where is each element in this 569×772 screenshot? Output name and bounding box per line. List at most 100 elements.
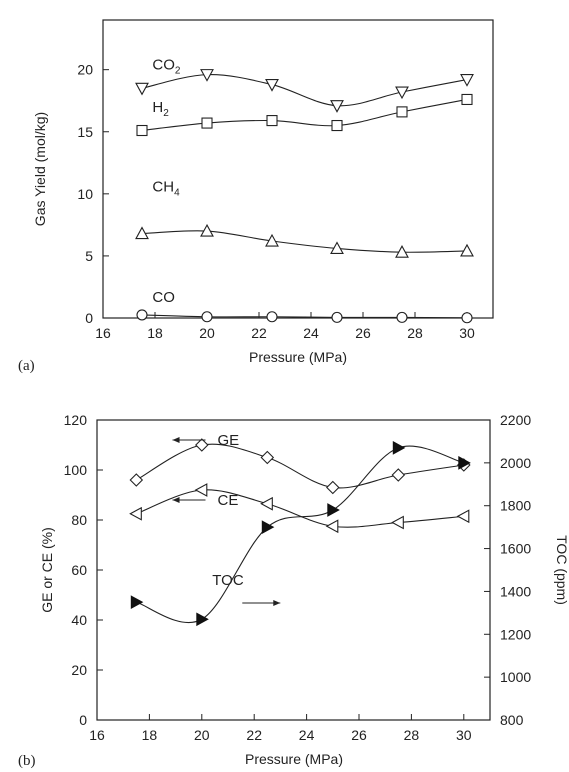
panel-b-y2-tick-label: 1400 (500, 583, 531, 599)
panel-a-series-h2-label: H2 (152, 99, 169, 119)
panel-b-x-tick-label: 24 (299, 727, 315, 743)
panel-a-series-co-label: CO (152, 289, 175, 306)
panel-a-series-co-point (331, 311, 343, 323)
panel-a-series-ch4-point (135, 226, 149, 240)
panel-b-series-toc-point (327, 503, 340, 517)
panel-b-y-axis-label: GE or CE (%) (39, 527, 55, 613)
panel-b-x-tick-label: 28 (404, 727, 420, 743)
panel-b-x-tick-label: 20 (194, 727, 210, 743)
panel-a-series-ch4-point (330, 241, 344, 255)
panel-b-series-ce-point (129, 506, 142, 521)
panel-a-series-h2-point (331, 119, 343, 132)
panel-b-series-ce-point (391, 515, 404, 530)
panel-b-series-toc-label: TOC (212, 572, 244, 589)
panel-b-series-toc-point (392, 441, 406, 455)
panel-b-x-axis-label: Pressure (MPa) (245, 751, 343, 767)
panel-a-series-ch4-point (200, 223, 214, 237)
panel-a-y-tick-label: 10 (77, 186, 93, 202)
panel-b: 16 18 20 22 24 26 28 30 0 20 40 60 80 100 120 800 1000 12… (18, 412, 569, 769)
panel-a-x-tick-label: 18 (147, 325, 163, 341)
panel-b-y-tick-label: 80 (71, 512, 87, 528)
panel-b-series-toc-point (130, 595, 144, 609)
panel-a-x-tick-label: 30 (459, 325, 475, 341)
panel-a-series-h2-line (141, 98, 468, 132)
panel-a-x-tick-label: 28 (407, 325, 423, 341)
panel-b-x-tick-label: 26 (351, 727, 367, 743)
panel-b-series-ce-axis-arrow (172, 497, 206, 503)
panel-a-series-co2-point (395, 86, 409, 100)
panel-b-x-tick-label: 16 (89, 727, 105, 743)
panel-a-x-tick-label: 26 (355, 325, 371, 341)
panel-a-series-co2-point (460, 74, 474, 87)
panel-b-series-ge-line (136, 443, 464, 489)
panel-b-y-tick-label: 120 (64, 412, 88, 428)
panel-b-series-ge-point (195, 438, 209, 452)
panel-b-series-ge-point (326, 480, 340, 495)
panel-a-series-co2-point (265, 79, 279, 92)
panel-b-series-toc-point (261, 520, 275, 534)
panel-b-y2-tick-label: 1200 (500, 626, 531, 642)
panel-a-series-ch4-point (265, 233, 279, 247)
panel-a-series-co2-label-subscript: 2 (175, 66, 181, 77)
panel-b-y2-tick-label: 2000 (500, 455, 531, 471)
panel-b-series-ce-label: CE (218, 492, 239, 509)
panel-a-series-co-point (396, 311, 408, 323)
panel-b-series-ge-point (129, 473, 144, 487)
panel-b-series-ce-point (260, 496, 273, 511)
panel-a-series-co2-label: CO2 (152, 57, 181, 77)
panel-b-series-ge-label: GE (218, 432, 240, 449)
panel-b-series-ge-axis-arrow (172, 437, 206, 443)
panel-a-label: (a) (18, 358, 35, 374)
panel-a-series-h2-point (396, 106, 408, 118)
panel-a-series-h2-point (136, 124, 148, 137)
panel-b-y2-tick-label: 2200 (500, 412, 531, 428)
panel-a-y-axis-label: Gas Yield (mol/kg) (32, 112, 48, 226)
panel-a-series-h2-point (201, 117, 213, 129)
panel-a-series-co-point (461, 312, 473, 324)
panel-b-series-ce-point (194, 483, 208, 497)
panel-a-y-tick-label: 20 (77, 62, 93, 78)
panel-b-series-ce-point (325, 519, 339, 534)
panel-a-y-tick-label: 5 (85, 248, 93, 264)
panel-a-series-co-point (201, 311, 213, 323)
panel-a-x-tick-label: 16 (95, 325, 111, 341)
panel-a-series-ch4-label: CH4 (152, 178, 180, 198)
panel-b-y-tick-label: 0 (79, 712, 87, 728)
panel-b-plot-frame (96, 419, 491, 721)
panel-a-series-ch4-label-subscript: 4 (174, 187, 180, 198)
panel-b-y2-tick-label: 800 (500, 712, 524, 728)
panel-a-series-co-line (141, 314, 468, 319)
panel-a-y-tick-label: 15 (77, 124, 93, 140)
panel-b-x-tick-label: 22 (246, 727, 262, 743)
panel-a-y-tick-label: 0 (85, 310, 93, 326)
panel-a-x-tick-label: 20 (199, 325, 215, 341)
panel-a-series-co2-point (330, 100, 344, 113)
panel-a-series-co2-point (200, 69, 214, 82)
panel-a-series-co-point (266, 311, 278, 323)
panel-a-series-h2-point (461, 93, 473, 106)
panel-a-series-h2-point (266, 115, 278, 127)
panel-b-x-tick-label: 18 (142, 727, 158, 743)
panel-b-y-tick-label: 100 (64, 462, 88, 478)
panel-a-series-co2-line (141, 74, 468, 107)
panel-b-y2-axis-label: TOC (ppm) (554, 535, 569, 605)
panel-b-y-tick-label: 40 (71, 612, 87, 628)
panel-b-series-ge-point (391, 468, 406, 482)
panel-a-x-tick-label: 24 (303, 325, 319, 341)
panel-b-y2-tick-label: 1800 (500, 498, 531, 514)
panel-b-label: (b) (18, 753, 36, 769)
panel-a-x-axis-label: Pressure (MPa) (249, 349, 347, 365)
panel-b-y-tick-label: 60 (71, 562, 87, 578)
panel-b-series-ce-point (456, 509, 470, 524)
panel-b-series-ce-line (136, 489, 464, 528)
panel-b-y2-tick-label: 1600 (500, 541, 531, 557)
panel-b-series-toc-point (196, 612, 209, 627)
panel-a-series-ch4-point (395, 245, 409, 258)
panel-b-x-tick-label: 30 (456, 727, 472, 743)
panel-b-series-toc-point (458, 456, 471, 470)
panel-a-series-co-point (136, 309, 148, 321)
panel-b-y-tick-label: 20 (71, 662, 87, 678)
panel-b-series-ge-point (260, 450, 275, 465)
